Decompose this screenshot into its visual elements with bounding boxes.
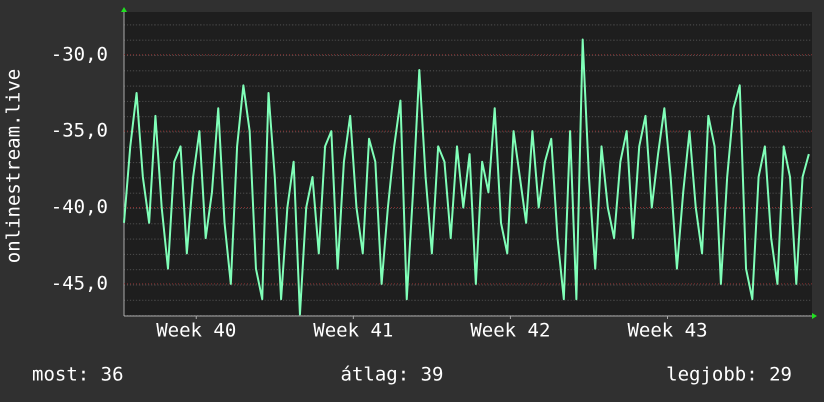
footer-current: most: 36 bbox=[32, 364, 124, 386]
x-tick-label: Week 43 bbox=[627, 320, 707, 342]
y-tick-label: -35,0 bbox=[51, 120, 108, 142]
data-line bbox=[123, 38, 810, 316]
footer-average: átlag: 39 bbox=[341, 364, 444, 386]
footer-best: legjobb: 29 bbox=[666, 364, 792, 386]
y-tick-label: -45,0 bbox=[51, 272, 108, 294]
x-tick-label: Week 41 bbox=[313, 320, 393, 342]
y-tick-label: -40,0 bbox=[51, 196, 108, 218]
y-arrow bbox=[121, 7, 127, 12]
y-tick-label: -30,0 bbox=[51, 43, 108, 65]
x-arrow bbox=[812, 313, 817, 319]
x-tick-label: Week 42 bbox=[470, 320, 550, 342]
y-axis-label: onlinestream.live bbox=[3, 69, 25, 263]
x-tick-label: Week 40 bbox=[156, 320, 236, 342]
